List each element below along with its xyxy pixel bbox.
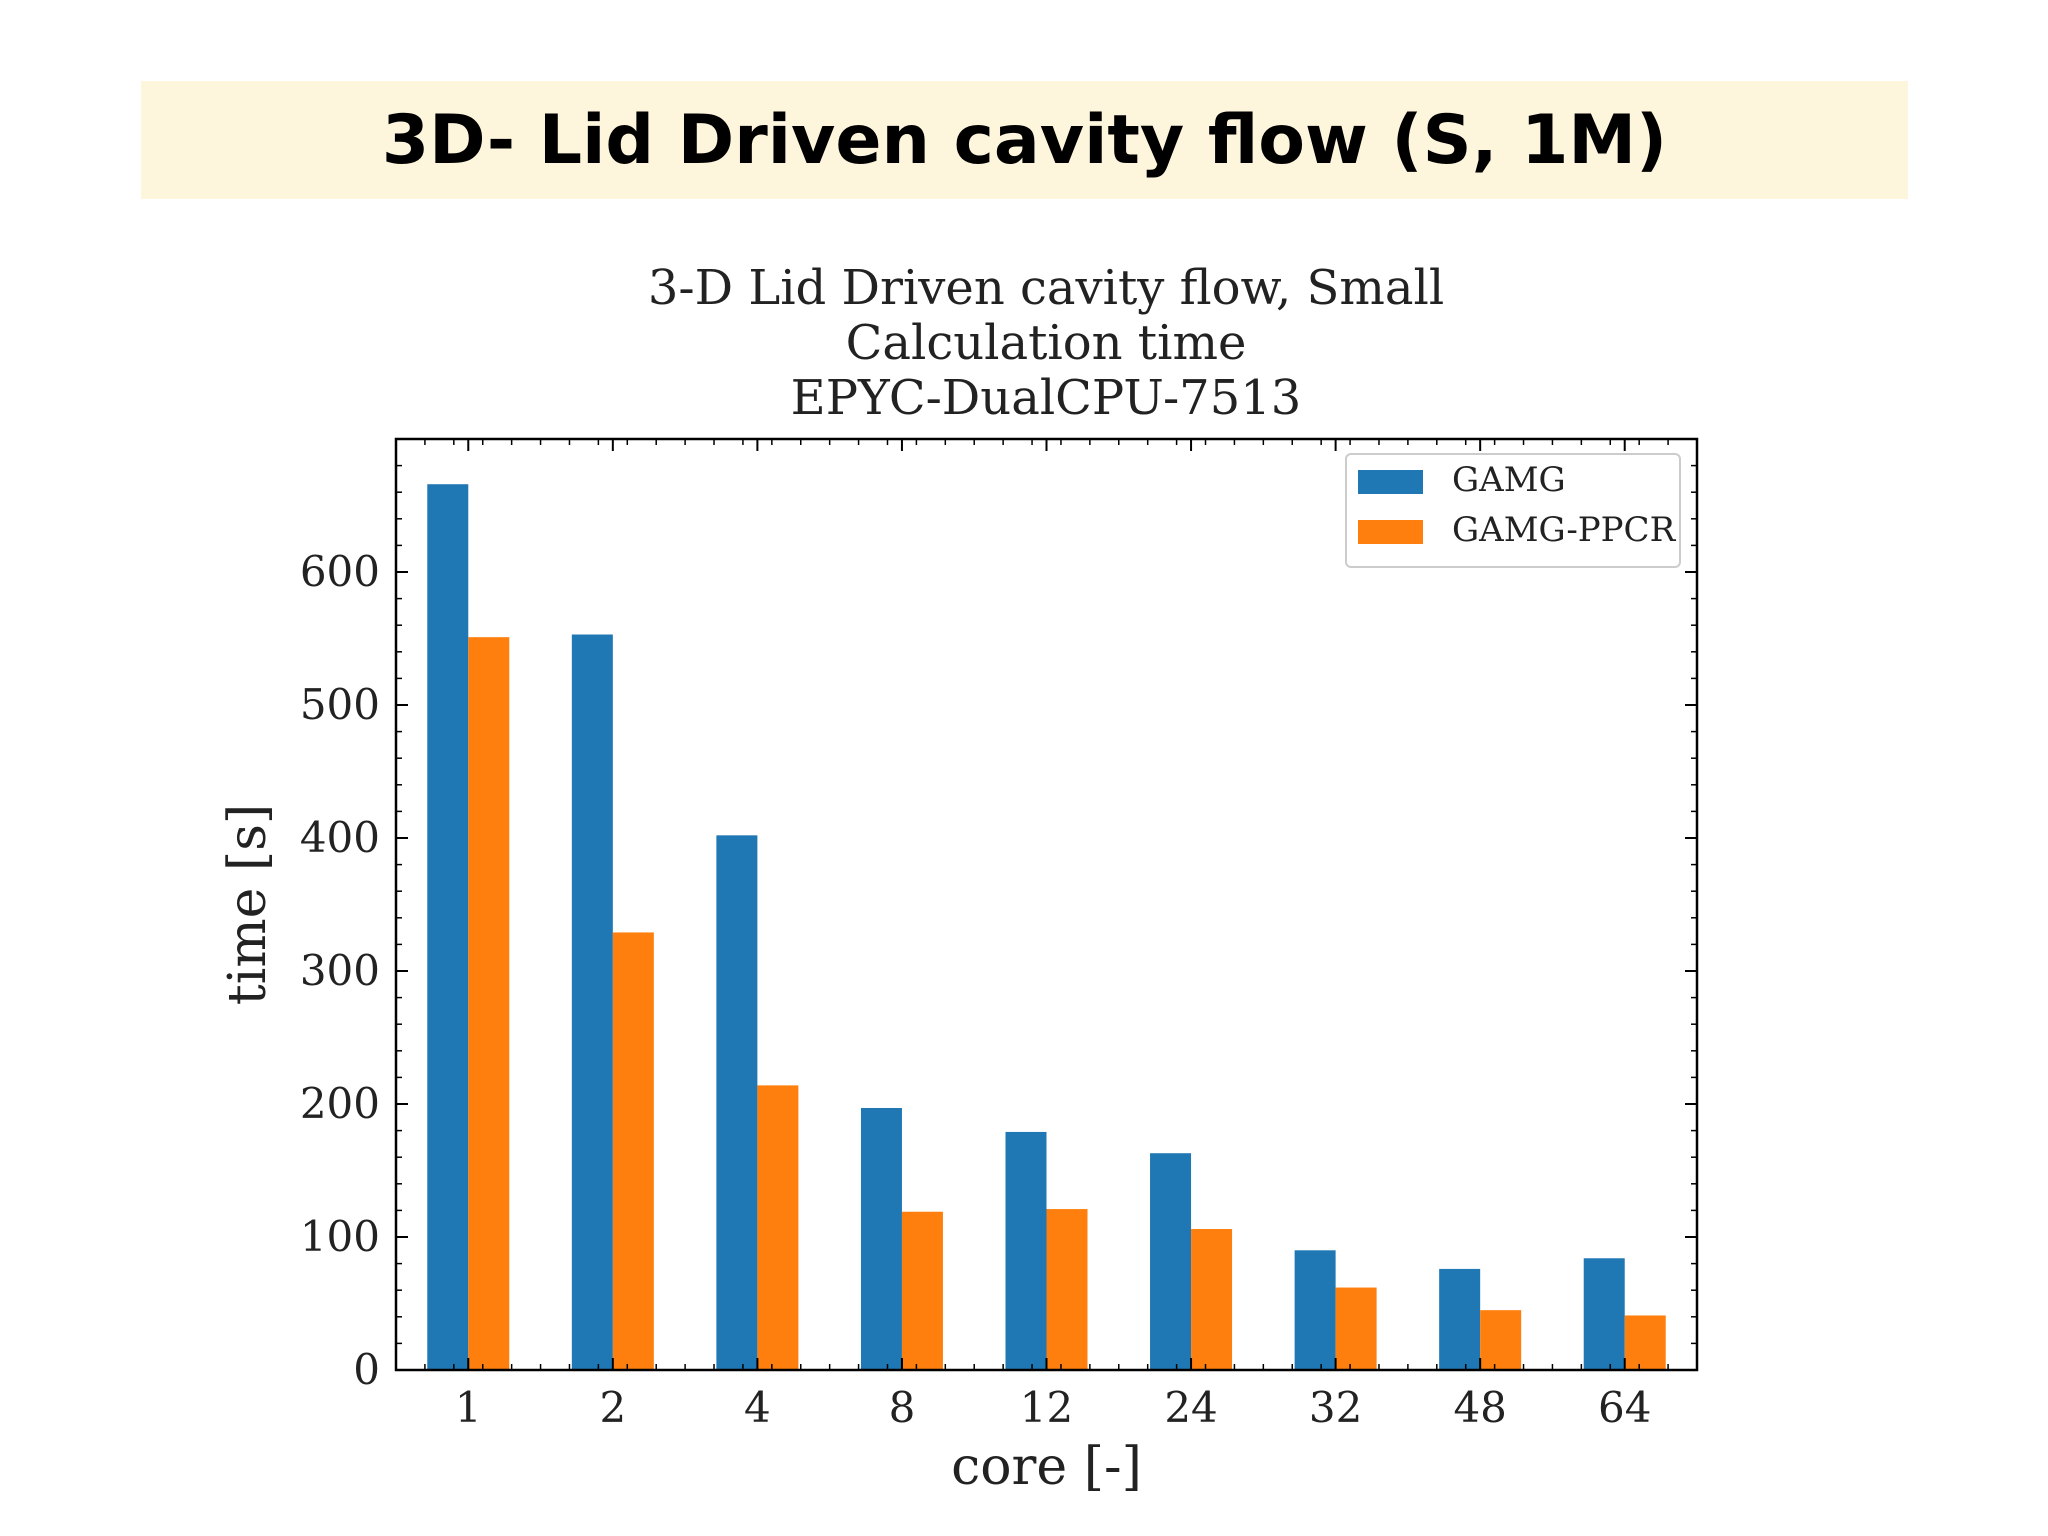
- x-tick-label: 24: [1164, 1383, 1217, 1432]
- bar-gamg-8: [860, 1107, 902, 1370]
- legend-label-gamg-ppcr: GAMG-PPCR: [1452, 510, 1677, 550]
- bar-gamg-4: [716, 835, 758, 1370]
- bar-gamg-64: [1583, 1258, 1625, 1370]
- x-tick-label: 1: [455, 1383, 482, 1432]
- y-tick-label: 0: [353, 1345, 380, 1394]
- bar-gamg-48: [1439, 1268, 1481, 1370]
- y-tick-label: 600: [300, 547, 380, 596]
- bar-gamg-24: [1150, 1153, 1192, 1370]
- slide-title-banner: 3D- Lid Driven cavity flow (S, 1M): [141, 81, 1908, 199]
- legend-label-gamg: GAMG: [1452, 460, 1566, 500]
- bar-gamg-32: [1294, 1250, 1336, 1370]
- y-axis-label: time [s]: [218, 804, 278, 1005]
- y-tick-label: 100: [300, 1212, 380, 1261]
- x-tick-label: 8: [889, 1383, 916, 1432]
- bar-gamg-ppcr-2: [612, 932, 654, 1370]
- y-tick-label: 300: [300, 946, 380, 995]
- bar-gamg-ppcr-4: [757, 1085, 799, 1370]
- chart-bars: [427, 484, 1666, 1371]
- bar-gamg-ppcr-24: [1191, 1229, 1233, 1370]
- x-tick-label: 64: [1598, 1383, 1651, 1432]
- bar-gamg-ppcr-48: [1480, 1310, 1522, 1370]
- x-tick-label: 12: [1020, 1383, 1073, 1432]
- x-axis-label: core [-]: [951, 1437, 1142, 1497]
- bar-gamg-ppcr-64: [1624, 1315, 1666, 1370]
- y-tick-label: 500: [300, 680, 380, 729]
- chart-title: 3-D Lid Driven cavity flow, SmallCalcula…: [648, 260, 1444, 426]
- x-tick-label: 48: [1453, 1383, 1506, 1432]
- chart-legend: GAMG GAMG-PPCR: [1345, 453, 1681, 568]
- x-tick-label: 2: [599, 1383, 626, 1432]
- bar-gamg-ppcr-12: [1046, 1209, 1088, 1370]
- legend-swatch-gamg-ppcr: [1358, 520, 1423, 544]
- bar-gamg-2: [571, 634, 613, 1370]
- plot-frame: [394, 437, 1699, 1372]
- bar-gamg-ppcr-32: [1335, 1287, 1377, 1370]
- y-tick-label: 400: [300, 813, 380, 862]
- x-tick-label: 4: [744, 1383, 771, 1432]
- bar-gamg-ppcr-1: [468, 637, 510, 1370]
- chart-title-line-1: 3-D Lid Driven cavity flow, Small: [648, 260, 1444, 316]
- bar-gamg-12: [1005, 1131, 1047, 1370]
- x-tick-label: 32: [1309, 1383, 1362, 1432]
- y-tick-label: 200: [300, 1079, 380, 1128]
- slide-title: 3D- Lid Driven cavity flow (S, 1M): [381, 100, 1668, 180]
- bar-gamg-ppcr-8: [901, 1211, 943, 1370]
- chart-title-line-2: Calculation time: [846, 315, 1247, 371]
- bar-gamg-1: [427, 484, 469, 1371]
- legend-box: [1345, 453, 1681, 568]
- chart-title-line-3: EPYC-DualCPU-7513: [791, 370, 1302, 426]
- legend-swatch-gamg: [1358, 470, 1423, 494]
